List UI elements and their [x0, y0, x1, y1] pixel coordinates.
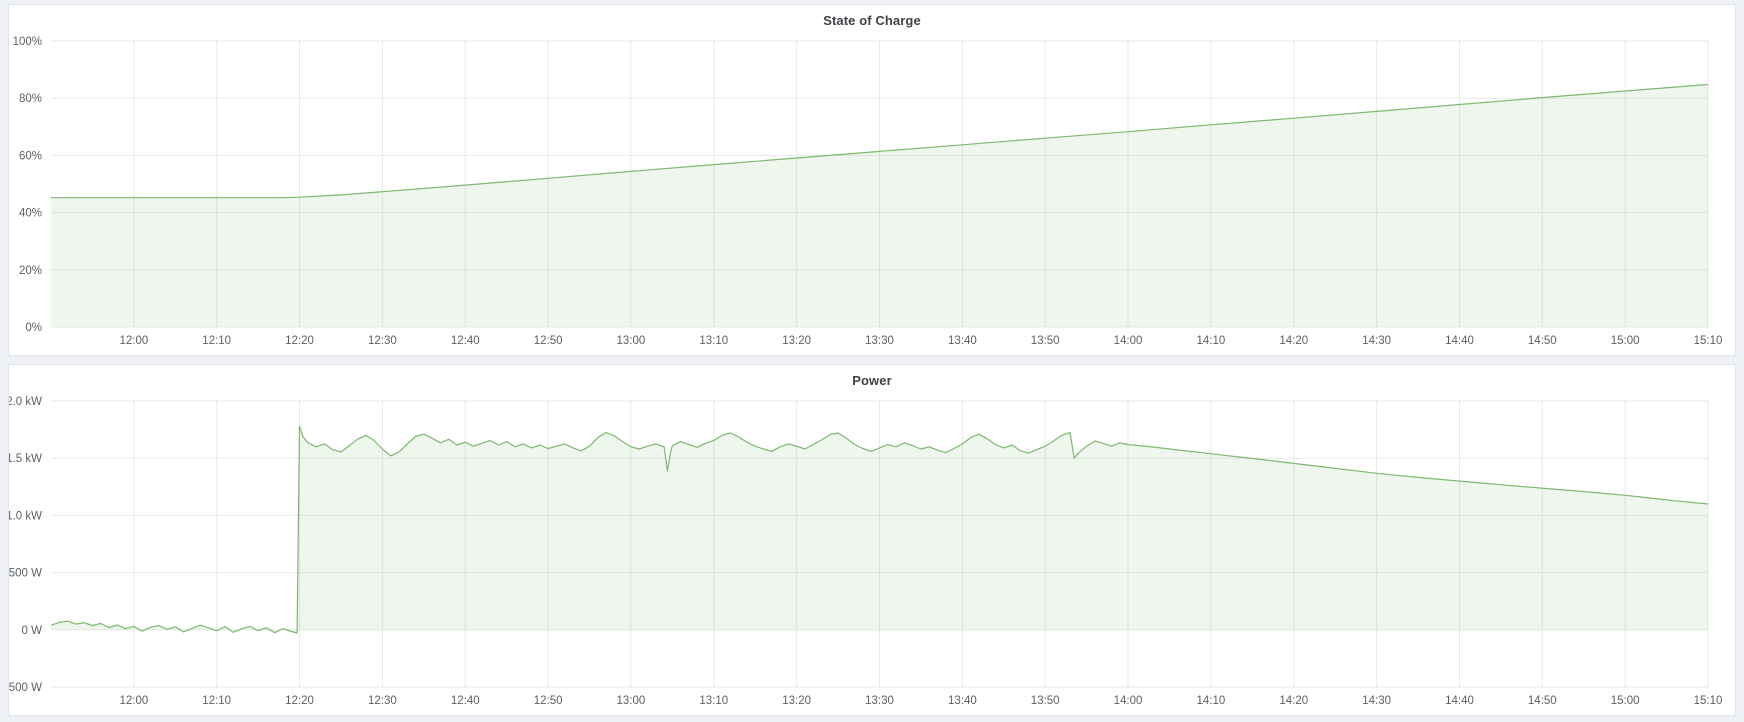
- x-tick-label: 12:10: [202, 695, 231, 707]
- x-tick-label: 12:30: [368, 695, 397, 707]
- x-tick-label: 14:10: [1197, 335, 1226, 347]
- x-tick-label: 12:20: [285, 695, 314, 707]
- power-series-area: [51, 426, 1708, 633]
- power-panel: Power -500 W 0 W 500 W 1.0 kW 1.5 kW 2.0 kW 12…: [8, 364, 1736, 716]
- x-tick-label: 12:40: [451, 695, 480, 707]
- power-panel-title[interactable]: Power: [852, 373, 892, 388]
- x-tick-label: 13:20: [782, 695, 811, 707]
- x-tick-label: 14:30: [1362, 335, 1391, 347]
- y-tick-label: -500 W: [9, 682, 42, 694]
- x-tick-label: 14:30: [1362, 695, 1391, 707]
- y-tick-label: 60%: [19, 150, 42, 162]
- x-tick-label: 13:20: [782, 335, 811, 347]
- y-tick-label: 500 W: [9, 568, 42, 580]
- y-tick-label: 80%: [19, 93, 42, 105]
- x-tick-label: 13:10: [699, 335, 728, 347]
- x-tick-label: 12:00: [120, 695, 149, 707]
- x-tick-label: 14:00: [1114, 335, 1143, 347]
- x-tick-label: 14:50: [1528, 335, 1557, 347]
- x-tick-label: 13:30: [865, 335, 894, 347]
- x-tick-label: 14:40: [1445, 695, 1474, 707]
- x-tick-label: 13:30: [865, 695, 894, 707]
- x-tick-label: 12:10: [202, 335, 231, 347]
- x-tick-label: 15:00: [1611, 695, 1640, 707]
- x-tick-label: 15:10: [1694, 335, 1723, 347]
- x-tick-label: 13:50: [1031, 695, 1060, 707]
- soc-panel-title[interactable]: State of Charge: [823, 13, 921, 28]
- x-tick-label: 15:10: [1694, 695, 1723, 707]
- soc-chart[interactable]: 0% 20% 40% 60% 80% 100% 12:00 12:10 12:20 12:30 12…: [9, 5, 1735, 355]
- x-tick-label: 14:50: [1528, 695, 1557, 707]
- x-tick-label: 14:00: [1114, 695, 1143, 707]
- x-tick-label: 14:10: [1197, 695, 1226, 707]
- x-tick-label: 14:20: [1279, 335, 1308, 347]
- x-tick-label: 15:00: [1611, 335, 1640, 347]
- soc-series-area: [51, 84, 1708, 327]
- x-tick-label: 13:00: [617, 335, 646, 347]
- power-chart[interactable]: -500 W 0 W 500 W 1.0 kW 1.5 kW 2.0 kW 12:00 12:…: [9, 365, 1735, 715]
- x-tick-label: 12:20: [285, 335, 314, 347]
- x-tick-label: 12:50: [534, 335, 563, 347]
- x-tick-label: 12:40: [451, 335, 480, 347]
- x-tick-label: 13:40: [948, 335, 977, 347]
- x-tick-label: 13:40: [948, 695, 977, 707]
- y-tick-label: 1.0 kW: [9, 510, 42, 522]
- y-tick-label: 40%: [19, 208, 42, 220]
- x-tick-label: 12:50: [534, 695, 563, 707]
- x-tick-label: 14:40: [1445, 335, 1474, 347]
- x-tick-label: 13:00: [617, 695, 646, 707]
- x-tick-label: 12:30: [368, 335, 397, 347]
- x-tick-label: 13:50: [1031, 335, 1060, 347]
- y-tick-label: 100%: [13, 36, 42, 48]
- soc-series-line: [51, 83, 1709, 199]
- y-tick-label: 1.5 kW: [9, 453, 42, 465]
- y-tick-label: 0%: [25, 322, 42, 334]
- power-series-line: [50, 425, 1709, 634]
- x-tick-label: 12:00: [120, 335, 149, 347]
- x-tick-label: 13:10: [699, 695, 728, 707]
- y-tick-label: 20%: [19, 265, 42, 277]
- y-tick-label: 0 W: [22, 625, 43, 637]
- soc-panel: State of Charge 0% 20% 40% 60% 80% 100% 12:00 1…: [8, 4, 1736, 356]
- x-tick-label: 14:20: [1279, 695, 1308, 707]
- y-tick-label: 2.0 kW: [9, 396, 42, 408]
